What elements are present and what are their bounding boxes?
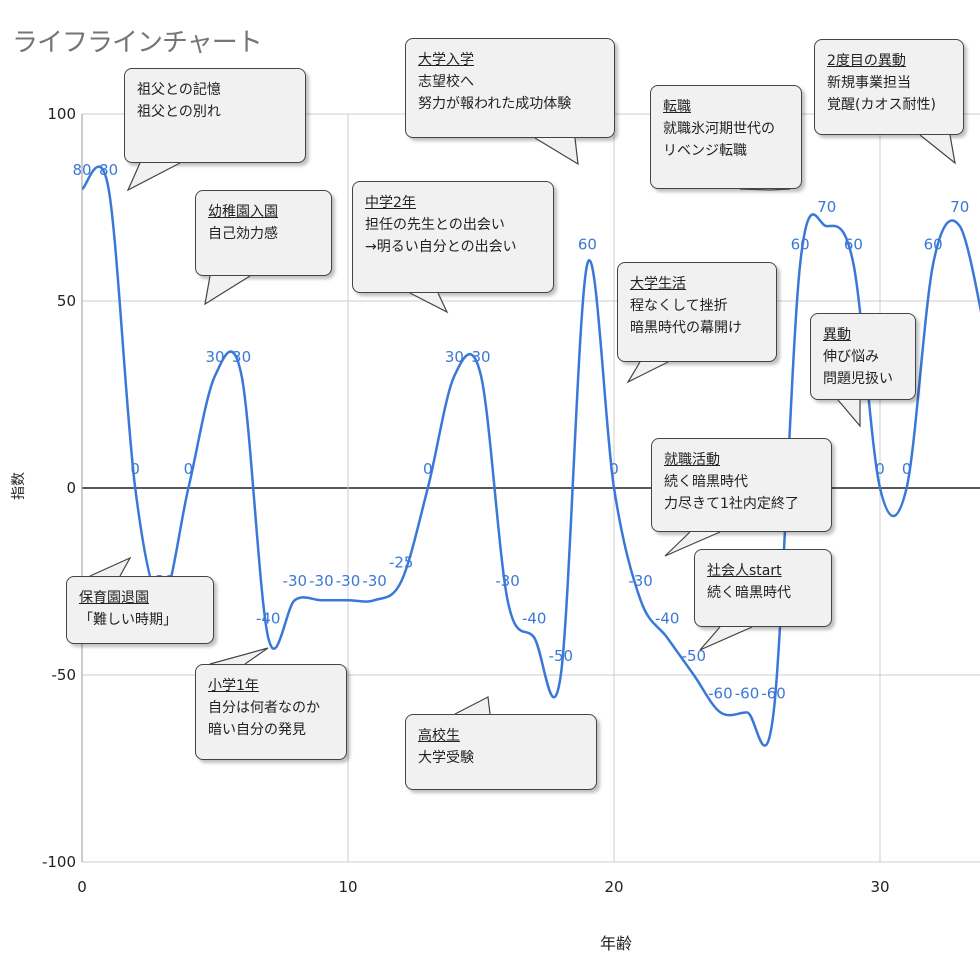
annotation-line: 伸び悩み (823, 349, 879, 365)
point-label: 80 (72, 161, 91, 179)
chart-title: ライフラインチャート (12, 28, 263, 58)
point-label: 30 (232, 348, 251, 366)
y-tick-label: 50 (57, 292, 76, 310)
point-label: 0 (902, 460, 912, 478)
annotation-line: 祖父との記憶 (137, 82, 221, 98)
y-tick-label: -100 (42, 853, 76, 871)
y-tick-label: 100 (47, 105, 76, 123)
annotation-line: 問題児扱い (823, 371, 893, 387)
annotation-line: リベンジ転職 (663, 143, 747, 159)
annotation-title: 高校生 (418, 728, 460, 744)
x-tick-label: 10 (338, 878, 357, 896)
point-label: -30 (628, 572, 653, 590)
point-label: 80 (99, 161, 118, 179)
annotation-title: 中学2年 (365, 195, 416, 211)
annotation-title: 2度目の異動 (827, 53, 906, 69)
point-label: 60 (578, 236, 597, 254)
annotation-title: 大学生活 (630, 276, 686, 292)
point-label: 60 (924, 236, 943, 254)
annotation-line: 覚醒(カオス耐性) (827, 97, 936, 113)
annotation-bubble: 幼稚園入園自己効力感 (195, 190, 332, 276)
annotation-line: 努力が報われた成功体験 (418, 96, 572, 112)
annotation-title: 異動 (823, 327, 851, 343)
life-line-series (80, 165, 980, 747)
annotation-title: 小学1年 (208, 678, 259, 694)
point-label: 30 (205, 348, 224, 366)
point-label: 70 (817, 198, 836, 216)
point-label: -30 (495, 572, 520, 590)
annotation-title: 社会人start (707, 563, 782, 579)
y-axis-label: 指数 (11, 472, 27, 500)
annotation-bubble: 祖父との記憶 祖父との別れ (124, 68, 306, 163)
annotation-bubble: 保育園退園「難しい時期」 (66, 576, 214, 644)
annotation-title: 転職 (663, 99, 691, 115)
annotation-bubble: 中学2年担任の先生との出会い →明るい自分との出会い (352, 181, 554, 293)
annotation-line: 就職氷河期世代の (663, 121, 775, 137)
annotation-bubble: 高校生 大学受験 (405, 714, 597, 790)
point-label: 30 (471, 348, 490, 366)
annotation-line: 「難しい時期」 (79, 612, 177, 628)
point-label: 0 (875, 460, 885, 478)
point-label: -30 (362, 572, 387, 590)
annotation-line: 暗い自分の発見 (208, 722, 306, 738)
annotation-title: 大学入学 (418, 52, 474, 68)
annotation-line: 自分は何者なのか (208, 700, 320, 716)
annotation-title: 就職活動 (664, 452, 720, 468)
annotation-line: 志望校へ (418, 74, 474, 90)
x-tick-label: 30 (870, 878, 889, 896)
annotation-line: 程なくして挫折 (630, 298, 728, 314)
x-axis-label: 年齢 (600, 934, 633, 953)
annotation-bubble: 転職就職氷河期世代の リベンジ転職 (650, 85, 802, 189)
point-label: 0 (423, 460, 433, 478)
annotation-line: 自己効力感 (208, 226, 278, 242)
annotation-bubble: 大学生活程なくして挫折 暗黒時代の幕開け (617, 262, 777, 362)
point-label: -50 (682, 647, 707, 665)
point-label: -60 (708, 684, 733, 702)
point-label: -30 (283, 572, 308, 590)
annotation-bubble: 小学1年自分は何者なのか 暗い自分の発見 (195, 664, 347, 760)
point-label: 0 (184, 460, 194, 478)
annotation-line: 祖父との別れ (137, 104, 221, 120)
point-label: -40 (522, 610, 547, 628)
annotation-line: →明るい自分との出会い (365, 239, 517, 255)
x-tick-label: 0 (77, 878, 87, 896)
y-tick-label: 0 (66, 479, 76, 497)
y-tick-label: -50 (52, 666, 77, 684)
point-label: 60 (844, 236, 863, 254)
annotation-line: 新規事業担当 (827, 75, 911, 91)
annotation-title: 保育園退園 (79, 590, 149, 606)
annotation-line: 力尽きて1社内定終了 (664, 496, 799, 512)
point-label: 60 (791, 236, 810, 254)
annotation-line: 担任の先生との出会い (365, 217, 505, 233)
point-label: -30 (336, 572, 361, 590)
annotation-line: 暗黒時代の幕開け (630, 320, 742, 336)
point-label: -30 (309, 572, 334, 590)
annotation-line: 大学受験 (418, 750, 474, 766)
point-label: -40 (256, 610, 281, 628)
point-label: 0 (130, 460, 140, 478)
point-label: 30 (445, 348, 464, 366)
annotation-bubble: 異動伸び悩み問題児扱い (810, 313, 916, 400)
annotation-line: 続く暗黒時代 (664, 474, 748, 490)
point-label: -50 (549, 647, 574, 665)
annotation-title: 幼稚園入園 (208, 204, 278, 220)
point-label: -60 (761, 684, 786, 702)
annotation-bubble: 2度目の異動 新規事業担当覚醒(カオス耐性) (814, 39, 964, 135)
point-label: -60 (735, 684, 760, 702)
x-tick-label: 20 (604, 878, 623, 896)
annotation-line: 続く暗黒時代 (707, 585, 791, 601)
point-label: -25 (389, 554, 414, 572)
annotation-bubble: 大学入学志望校へ努力が報われた成功体験 (405, 38, 615, 138)
annotation-bubble: 社会人start 続く暗黒時代 (694, 549, 832, 627)
annotation-bubble: 就職活動続く暗黒時代力尽きて1社内定終了 (651, 438, 832, 532)
point-label: 70 (950, 198, 969, 216)
point-label: -40 (655, 610, 680, 628)
point-label: 0 (609, 460, 619, 478)
